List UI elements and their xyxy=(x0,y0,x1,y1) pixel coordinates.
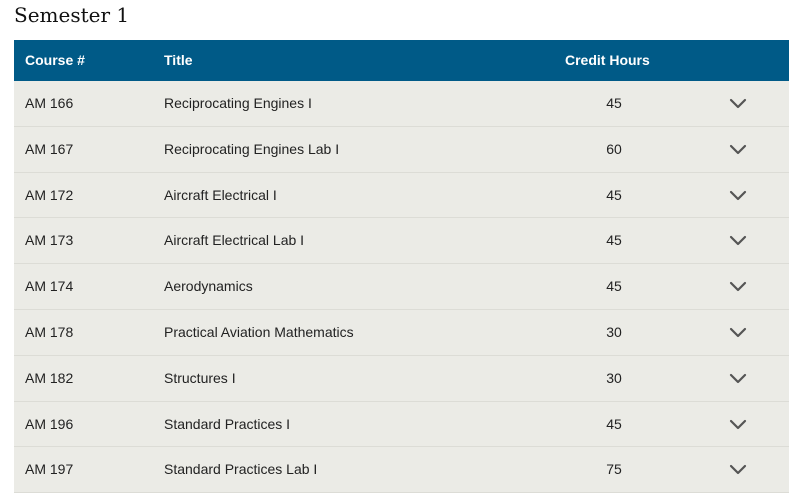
course-title-cell: Standard Practices Lab I xyxy=(164,461,318,478)
chevron-down-icon[interactable] xyxy=(729,417,747,431)
chevron-down-icon[interactable] xyxy=(729,279,747,293)
table-row[interactable]: AM 166 Reciprocating Engines I 45 xyxy=(14,81,789,127)
credit-hours-cell: 60 xyxy=(606,140,622,157)
table-header: Course # Title Credit Hours xyxy=(14,40,789,81)
course-number-cell: AM 196 xyxy=(25,415,74,432)
credit-hours-cell: 45 xyxy=(606,186,622,203)
course-number-cell: AM 167 xyxy=(25,140,74,157)
table-row[interactable]: AM 182 Structures I 30 xyxy=(14,355,789,402)
course-number-cell: AM 172 xyxy=(25,186,74,203)
credit-hours-cell: 30 xyxy=(606,369,622,386)
course-title-cell: Structures I xyxy=(164,369,236,386)
credit-hours-cell: 30 xyxy=(606,323,622,340)
course-number-cell: AM 182 xyxy=(25,369,74,386)
credit-hours-cell: 45 xyxy=(606,415,622,432)
chevron-down-icon[interactable] xyxy=(729,462,747,476)
chevron-down-icon[interactable] xyxy=(729,188,747,202)
table-row[interactable]: AM 167 Reciprocating Engines Lab I 60 xyxy=(14,126,789,173)
course-title-cell: Aircraft Electrical Lab I xyxy=(164,232,305,249)
course-number-cell: AM 178 xyxy=(25,323,74,340)
semester-heading: Semester 1 xyxy=(14,3,130,27)
table-row[interactable]: AM 178 Practical Aviation Mathematics 30 xyxy=(14,309,789,356)
course-number-cell: AM 173 xyxy=(25,232,74,249)
course-number-cell: AM 174 xyxy=(25,278,74,295)
course-number-cell: AM 197 xyxy=(25,461,74,478)
course-title-cell: Reciprocating Engines I xyxy=(164,95,312,111)
credit-hours-cell: 45 xyxy=(606,95,622,111)
column-header-course: Course # xyxy=(25,52,85,68)
course-title-cell: Aerodynamics xyxy=(164,278,253,295)
credit-hours-cell: 45 xyxy=(606,232,622,249)
table-body: AM 166 Reciprocating Engines I 45 AM 167 Rec… xyxy=(14,81,789,494)
course-number-cell: AM 166 xyxy=(25,95,74,111)
chevron-down-icon[interactable] xyxy=(729,325,747,339)
course-title-cell: Practical Aviation Mathematics xyxy=(164,323,354,340)
credit-hours-cell: 75 xyxy=(606,461,622,478)
column-header-title: Title xyxy=(164,52,193,68)
table-row[interactable]: AM 174 Aerodynamics 45 xyxy=(14,264,789,310)
course-title-cell: Reciprocating Engines Lab I xyxy=(164,140,340,157)
table-row[interactable]: AM 173 Aircraft Electrical Lab I 45 xyxy=(14,218,789,265)
course-title-cell: Aircraft Electrical I xyxy=(164,186,277,203)
course-table: Course # Title Credit Hours AM 166 Recipr… xyxy=(14,40,789,494)
credit-hours-cell: 45 xyxy=(606,278,622,295)
chevron-down-icon[interactable] xyxy=(729,233,747,247)
column-header-credit-hours: Credit Hours xyxy=(565,52,650,68)
table-row[interactable]: AM 197 Standard Practices Lab I 75 xyxy=(14,447,789,494)
chevron-down-icon[interactable] xyxy=(729,142,747,156)
chevron-down-icon[interactable] xyxy=(729,371,747,385)
table-row[interactable]: AM 196 Standard Practices I 45 xyxy=(14,401,789,448)
table-row[interactable]: AM 172 Aircraft Electrical I 45 xyxy=(14,172,789,219)
course-title-cell: Standard Practices I xyxy=(164,415,291,432)
chevron-down-icon[interactable] xyxy=(729,96,747,110)
